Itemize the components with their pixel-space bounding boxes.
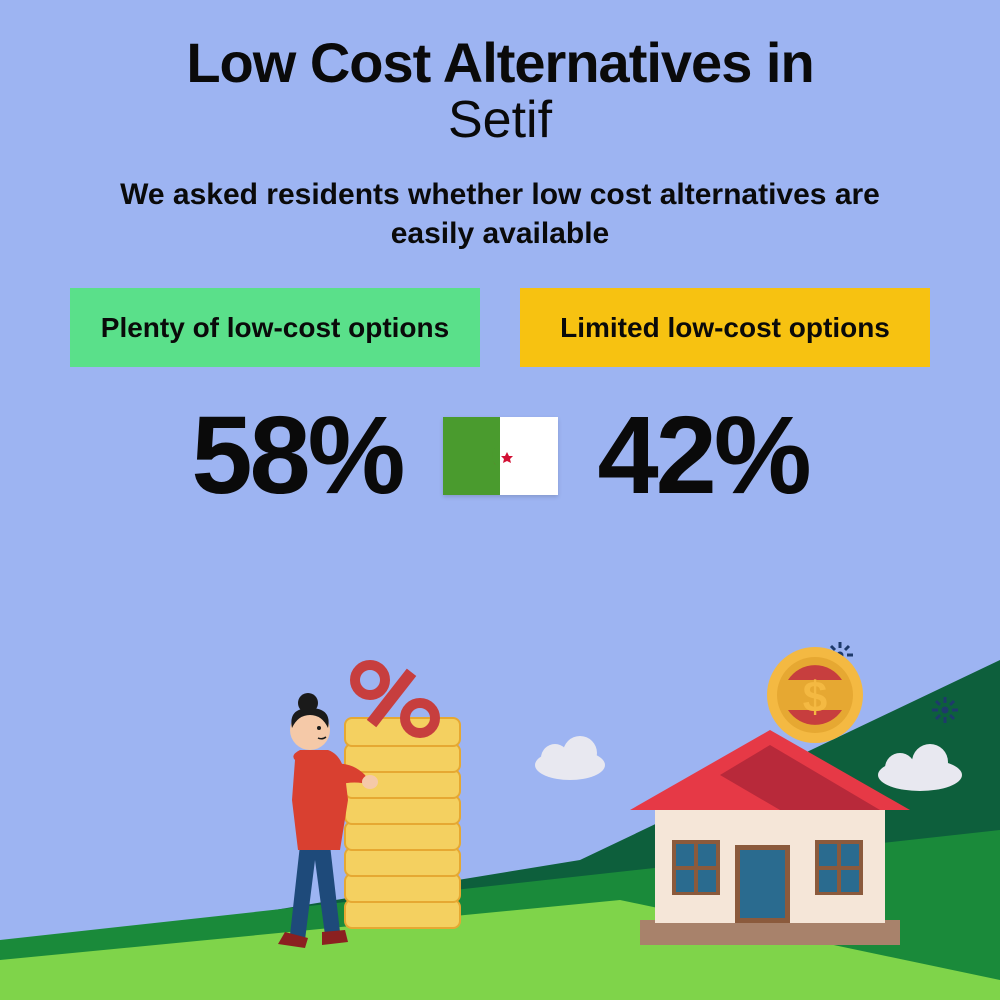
flag-emblem-icon xyxy=(481,437,519,475)
algeria-flag xyxy=(443,417,558,495)
cloud-left xyxy=(535,736,605,780)
dollar-coin-icon: $ xyxy=(767,647,863,743)
box-plenty: Plenty of low-cost options xyxy=(70,288,480,367)
stats-row: 58% 42% xyxy=(0,392,1000,519)
svg-text:$: $ xyxy=(803,673,827,722)
header: Low Cost Alternatives in Setif We asked … xyxy=(0,0,1000,253)
subtitle: We asked residents whether low cost alte… xyxy=(0,175,1000,253)
title-line-1: Low Cost Alternatives in xyxy=(0,30,1000,95)
illustration-scene: $ xyxy=(0,600,1000,1000)
pct-left: 58% xyxy=(191,392,402,519)
box-limited: Limited low-cost options xyxy=(520,288,930,367)
option-boxes: Plenty of low-cost options Limited low-c… xyxy=(0,288,1000,367)
pct-right: 42% xyxy=(598,392,809,519)
coin-stack-icon xyxy=(345,665,460,928)
title-line-2: Setif xyxy=(0,90,1000,150)
